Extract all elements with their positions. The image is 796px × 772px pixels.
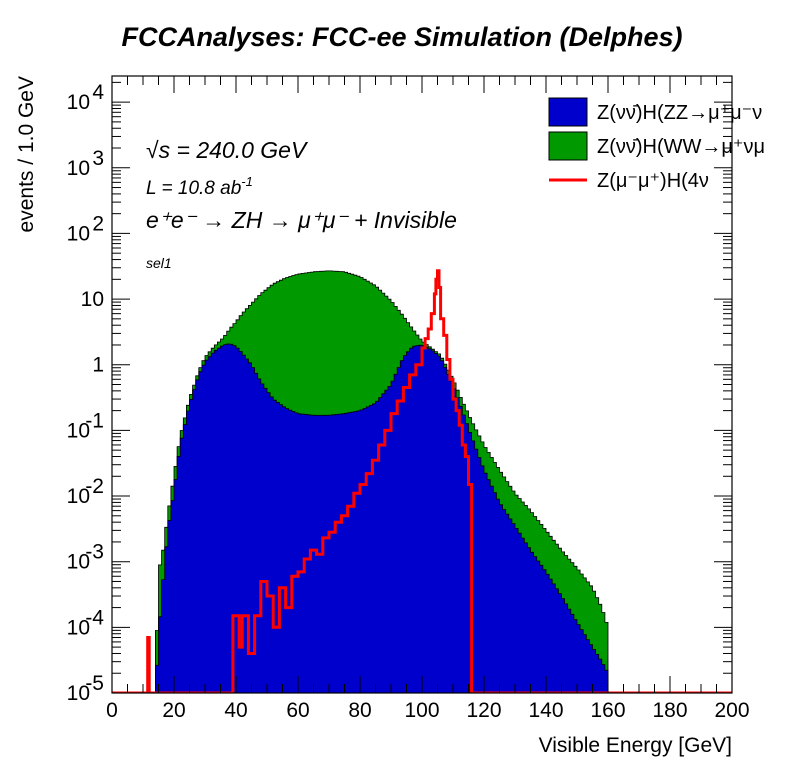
y-tick-exponent: -4 — [85, 606, 104, 629]
stacked-histogram-fills — [149, 270, 609, 693]
series-line-3 — [112, 269, 732, 693]
legend-swatch-1 — [548, 97, 588, 127]
x-tick-label: 80 — [348, 699, 371, 722]
y-tick-label: 10 — [81, 288, 104, 311]
y-tick-exponent: -3 — [85, 541, 104, 564]
legend-swatch-2 — [548, 131, 588, 161]
x-tick-label: 180 — [652, 699, 687, 722]
y-tick-exponent: -1 — [85, 409, 104, 432]
x-axis: 0 20 40 60 80 100 120 140 160 180 200 — [106, 76, 750, 722]
sqrt-s-annotation: √s = 240.0 GeV — [146, 137, 309, 163]
y-tick-label: 10 — [67, 222, 90, 245]
y-tick-label: 10 — [67, 91, 90, 114]
y-tick-exponent: 3 — [92, 147, 104, 170]
x-tick-label: 200 — [714, 699, 749, 722]
x-tick-label: 20 — [162, 699, 185, 722]
y-tick-exponent: -2 — [85, 475, 104, 498]
legend-label-2: Z(νν̄)H(WW→μ⁺νμ — [597, 136, 765, 158]
y-tick-exponent: 2 — [92, 212, 104, 235]
y-tick-label: 10 — [67, 419, 90, 442]
legend-label-3: Z(μ⁻μ⁺)H(4ν — [597, 170, 709, 192]
legend: Z(νν̄)H(ZZ→μ⁺μ⁻ν Z(νν̄)H(WW→μ⁺νμ Z(μ⁻μ⁺)H(… — [548, 97, 765, 192]
y-tick-label: 10 — [67, 157, 90, 180]
y-tick-exponent: -5 — [85, 672, 104, 695]
y-axis-title: events / 1.0 GeV — [15, 76, 38, 232]
luminosity-annotation: L = 10.8 ab-1 — [146, 174, 253, 199]
y-tick-label: 10 — [67, 551, 90, 574]
x-tick-label: 140 — [528, 699, 563, 722]
x-tick-label: 100 — [404, 699, 439, 722]
chart-title: FCCAnalyses: FCC-ee Simulation (Delphes) — [121, 22, 682, 52]
process-annotation: e⁺e⁻ → ZH → μ⁺μ⁻ + Invisible — [146, 207, 457, 233]
signal-histogram-line — [112, 269, 732, 693]
x-tick-label: 120 — [466, 699, 501, 722]
y-tick-label: 10 — [67, 485, 90, 508]
x-axis-title: Visible Energy [GeV] — [539, 734, 732, 757]
legend-label-1: Z(νν̄)H(ZZ→μ⁺μ⁻ν — [597, 102, 762, 124]
y-tick-label: 10 — [67, 682, 90, 705]
selection-annotation: sel1 — [146, 255, 172, 271]
luminosity-exponent: -1 — [241, 174, 253, 189]
y-tick-exponent: 4 — [92, 81, 104, 104]
y-tick-label: 1 — [92, 354, 104, 377]
x-tick-label: 160 — [590, 699, 625, 722]
x-tick-label: 40 — [224, 699, 247, 722]
x-tick-label: 60 — [286, 699, 309, 722]
series-fill-1 — [149, 343, 609, 693]
y-tick-label: 10 — [67, 616, 90, 639]
x-tick-label: 0 — [106, 699, 118, 722]
